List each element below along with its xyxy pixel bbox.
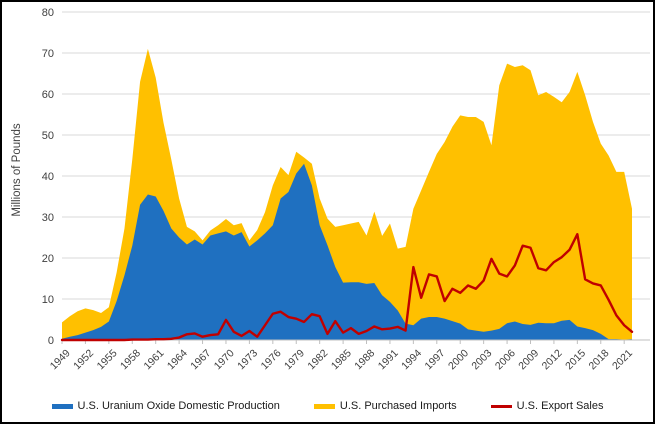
svg-text:1958: 1958 [118,347,143,372]
svg-text:1949: 1949 [48,347,73,372]
svg-text:2009: 2009 [516,347,541,372]
legend-label-export-sales: U.S. Export Sales [516,400,604,412]
legend-label-purchased-imports: U.S. Purchased Imports [339,400,457,412]
svg-text:1985: 1985 [329,347,354,372]
y-axis-title: Millions of Pounds [11,123,23,217]
svg-text:70: 70 [42,48,54,60]
svg-text:80: 80 [42,7,54,19]
legend-swatch-domestic-production [51,403,73,409]
y-axis-tick-labels: 0 10 20 30 40 50 60 70 80 [42,7,54,347]
svg-text:40: 40 [42,171,54,183]
svg-text:2018: 2018 [587,347,612,372]
svg-text:1976: 1976 [259,347,284,372]
svg-text:2012: 2012 [540,347,565,372]
svg-text:30: 30 [42,212,54,224]
legend-label-domestic-production: U.S. Uranium Oxide Domestic Production [77,400,280,412]
legend-swatch-purchased-imports [313,403,335,409]
svg-text:60: 60 [42,89,54,101]
svg-text:1961: 1961 [141,347,166,372]
area-domestic-production [62,163,632,340]
svg-text:20: 20 [42,253,54,265]
svg-text:50: 50 [42,130,54,142]
svg-text:1952: 1952 [71,347,96,372]
legend-item-purchased-imports: U.S. Purchased Imports [313,400,457,412]
svg-text:2021: 2021 [610,347,635,372]
svg-text:2006: 2006 [493,347,518,372]
svg-text:1994: 1994 [399,347,424,372]
svg-text:2015: 2015 [563,347,588,372]
svg-text:1955: 1955 [95,347,120,372]
legend-swatch-export-sales [490,404,512,408]
svg-text:1997: 1997 [423,347,448,372]
svg-text:1988: 1988 [352,347,377,372]
svg-text:0: 0 [48,335,54,347]
svg-text:1979: 1979 [282,347,307,372]
svg-text:1991: 1991 [376,347,401,372]
x-axis-tick-labels: 1949195219551958196119641967197019731976… [48,347,635,372]
legend-item-export-sales: U.S. Export Sales [490,400,604,412]
svg-text:1982: 1982 [305,347,330,372]
line-export-sales [60,233,634,342]
svg-text:2000: 2000 [446,347,471,372]
legend: U.S. Uranium Oxide Domestic Production U… [2,400,653,412]
legend-item-domestic-production: U.S. Uranium Oxide Domestic Production [51,400,280,412]
svg-text:1970: 1970 [212,347,237,372]
svg-text:10: 10 [42,294,54,306]
svg-text:1964: 1964 [165,347,190,372]
svg-text:1967: 1967 [188,347,213,372]
svg-text:2003: 2003 [469,347,494,372]
svg-text:1973: 1973 [235,347,260,372]
